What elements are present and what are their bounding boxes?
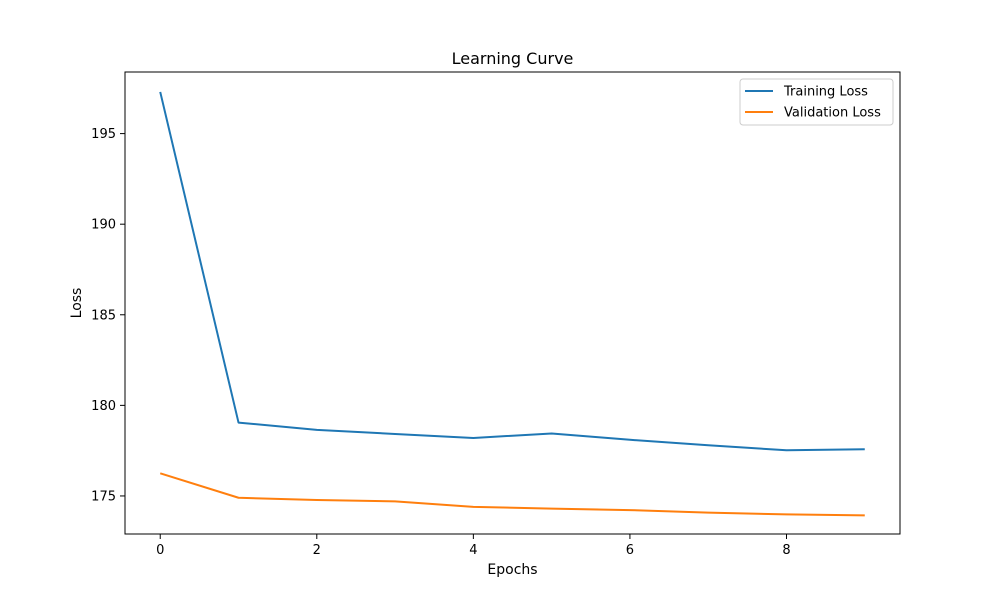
series-line-validation-loss <box>159 472 865 517</box>
y-tick-label: 175 <box>91 489 116 504</box>
y-tick-label: 195 <box>91 127 116 142</box>
x-axis-label: Epochs <box>487 562 537 578</box>
x-tick-label: 2 <box>313 543 321 558</box>
x-tick-label: 6 <box>626 543 634 558</box>
y-tick-label: 185 <box>91 308 116 323</box>
legend-label-training-loss: Training Loss <box>783 85 868 100</box>
legend-label-validation-loss: Validation Loss <box>784 106 881 121</box>
series-layer <box>159 91 865 517</box>
y-axis: 175 180 185 190 195 <box>91 127 125 504</box>
series-line-training-loss <box>159 91 865 452</box>
x-tick-label: 8 <box>782 543 790 558</box>
chart-title: Learning Curve <box>452 49 574 68</box>
x-tick-label: 4 <box>469 543 477 558</box>
x-tick-label: 0 <box>156 543 164 558</box>
x-axis: 0 2 4 6 8 <box>156 534 791 558</box>
y-tick-label: 180 <box>91 399 116 414</box>
plot-area-frame <box>124 71 901 535</box>
legend: Training Loss Validation Loss <box>739 78 894 126</box>
y-axis-label: Loss <box>69 288 85 319</box>
legend-box <box>739 78 894 126</box>
y-tick-label: 190 <box>91 218 116 233</box>
